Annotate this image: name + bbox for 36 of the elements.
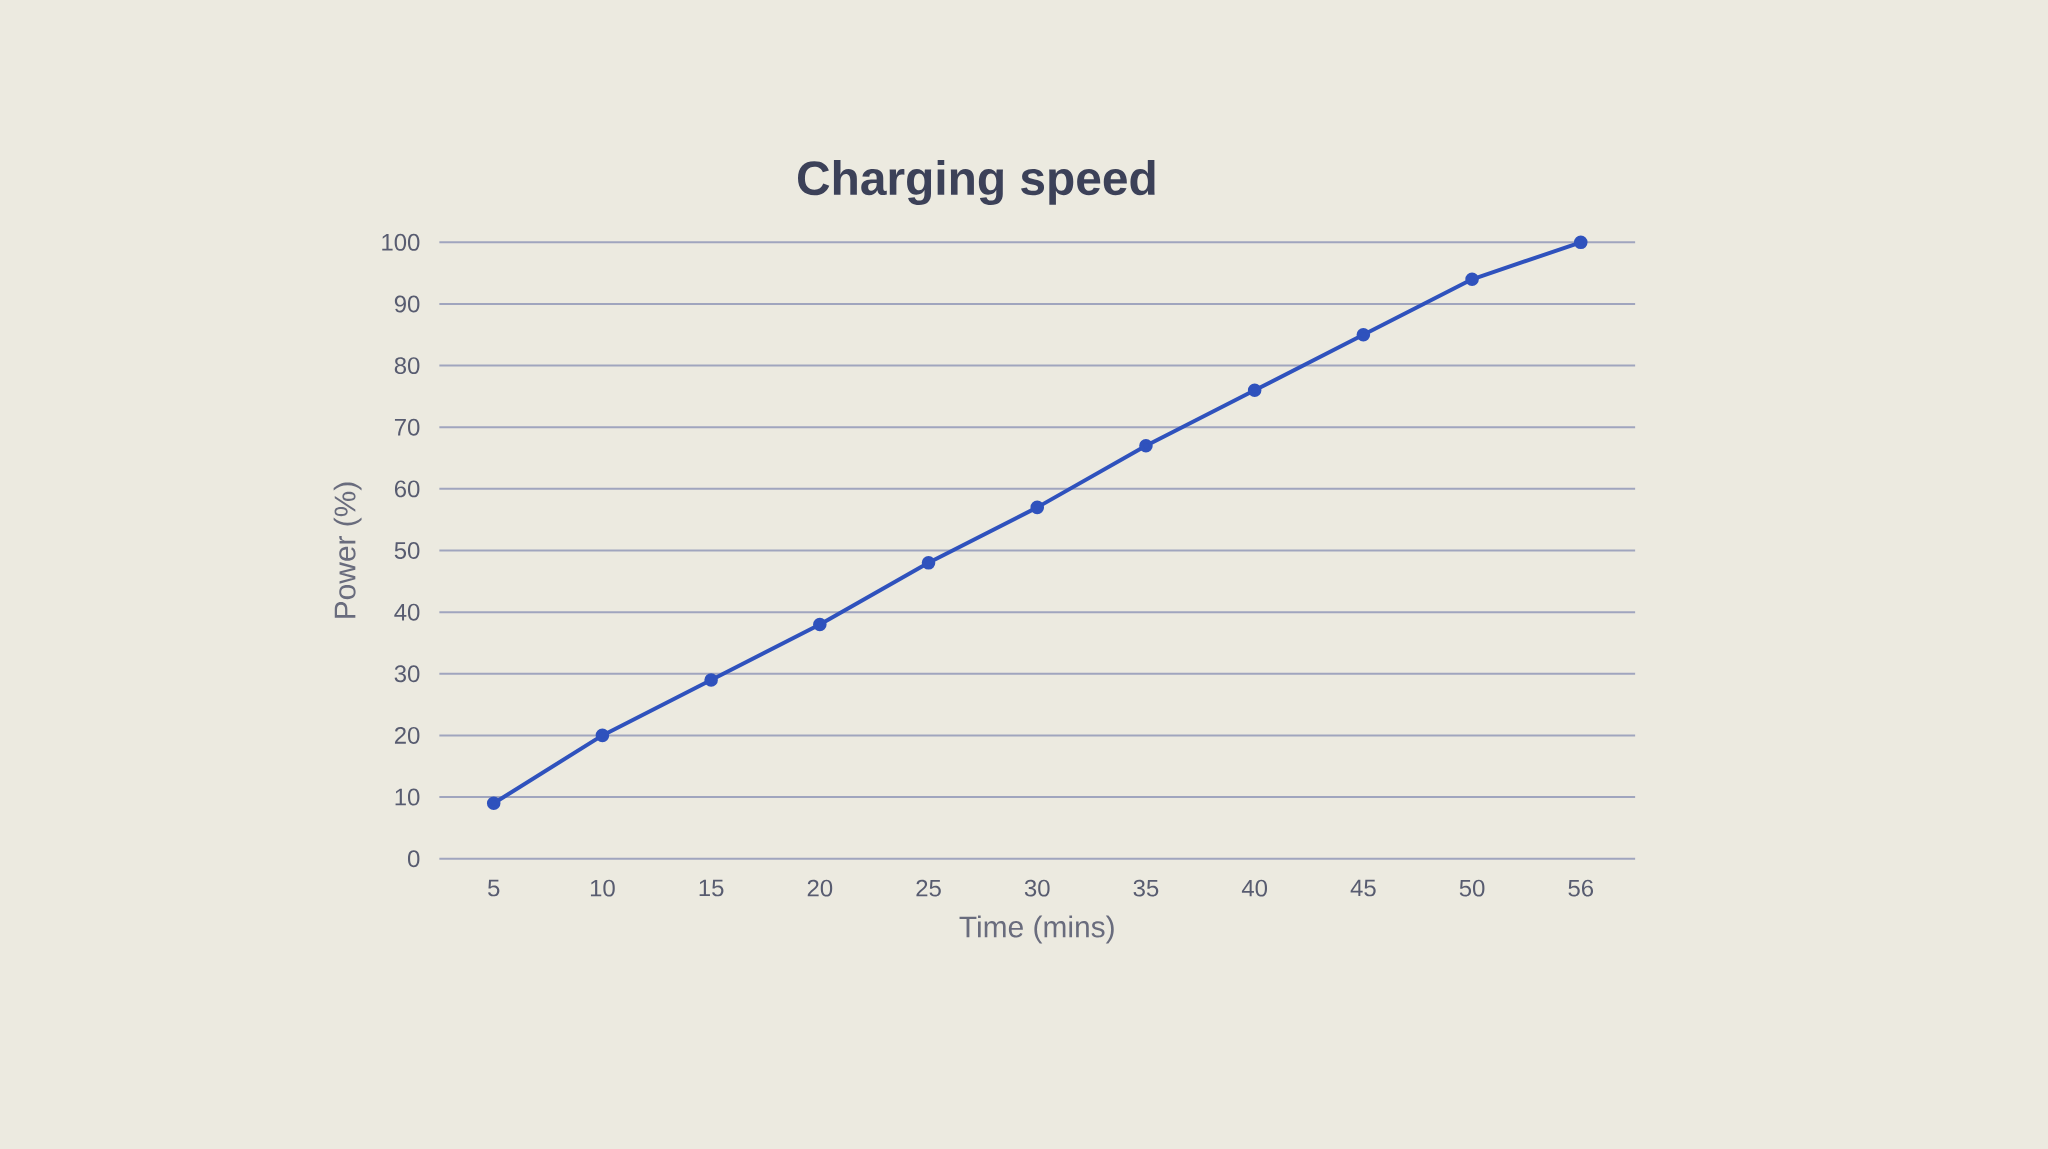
y-tick-label: 100 — [382, 233, 420, 251]
point — [813, 617, 827, 632]
point — [595, 728, 610, 743]
x-tick-label: 25 — [916, 879, 941, 897]
y-tick-label: 80 — [394, 357, 420, 375]
x-tick-label: 30 — [1024, 879, 1050, 897]
y-tick-label: 90 — [394, 295, 420, 313]
x-tick-label: 40 — [1241, 879, 1268, 897]
x-tick-label: 5 — [488, 879, 500, 897]
x-tick-label: 56 — [1568, 879, 1594, 897]
point — [1247, 383, 1262, 398]
y-tick-label: 40 — [394, 603, 420, 621]
x-axis-title: Time (mins) — [959, 915, 1114, 944]
y-tick-label: 50 — [394, 542, 420, 560]
y-tick-label: 70 — [394, 418, 420, 436]
point — [704, 673, 718, 687]
x-tick-label: 35 — [1133, 879, 1159, 897]
y-tick-label: 20 — [394, 726, 420, 744]
y-tick-label: 60 — [394, 480, 420, 498]
point — [921, 556, 936, 570]
x-tick-label: 20 — [807, 879, 833, 897]
point — [1356, 328, 1371, 342]
x-tick-label: 10 — [590, 879, 615, 897]
y-tick-label: 0 — [407, 850, 420, 868]
point — [1030, 500, 1045, 515]
y-tick-label: 10 — [395, 788, 420, 806]
point — [1465, 272, 1479, 287]
point — [486, 796, 501, 811]
x-tick-label: 15 — [699, 879, 724, 897]
x-tick-label: 45 — [1350, 879, 1376, 897]
chart-title: Charging speed — [798, 160, 1155, 205]
y-tick-label: 30 — [394, 665, 420, 683]
point — [1139, 438, 1153, 453]
point — [1573, 235, 1588, 250]
x-tick-label: 50 — [1459, 879, 1485, 897]
y-axis-title: Power (%) — [333, 482, 362, 618]
